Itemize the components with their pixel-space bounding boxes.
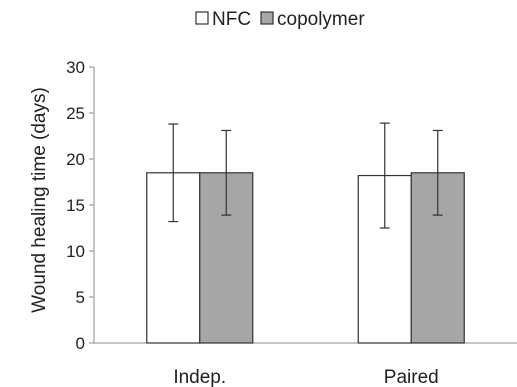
- chart-legend: NFC copolymer: [195, 9, 365, 30]
- y-axis-title-group: Wound healing time (days): [29, 87, 50, 313]
- y-axis-title: Wound healing time (days): [29, 87, 50, 313]
- bars: [146, 172, 465, 344]
- y-tick-label: 20: [66, 150, 85, 169]
- legend-swatch-nfc: [195, 11, 209, 25]
- y-tick-label: 0: [76, 334, 85, 353]
- y-tick-label: 15: [66, 196, 85, 215]
- y-tick-label: 30: [66, 58, 85, 77]
- legend-swatch-copolymer: [260, 11, 274, 25]
- y-tick-label: 25: [66, 104, 85, 123]
- x-category-label: Indep.: [173, 367, 226, 387]
- x-axis-labels: Indep. Paired: [173, 367, 438, 387]
- legend-label-copolymer: copolymer: [277, 9, 365, 30]
- y-tick-label: 10: [66, 242, 85, 261]
- x-category-label: Paired: [384, 367, 439, 387]
- error-bars: [168, 122, 443, 229]
- y-tick-label: 5: [76, 288, 85, 307]
- legend-label-nfc: NFC: [212, 9, 251, 30]
